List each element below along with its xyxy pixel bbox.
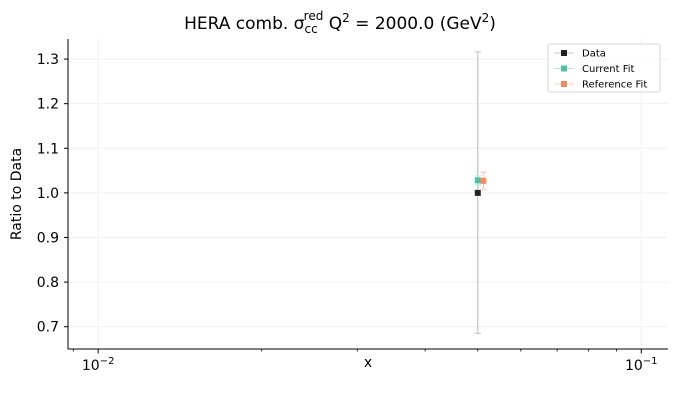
title-superscript: red [304, 9, 324, 23]
current-fit-point [474, 177, 481, 184]
data-point [474, 189, 481, 196]
legend: Data Current Fit Reference Fit [547, 43, 661, 93]
x-axis-label: x [364, 355, 372, 371]
legend-label-reference-fit: Reference Fit [582, 80, 647, 91]
y-tick-label: 0.8 [37, 275, 59, 291]
reference-fit-point [480, 177, 487, 184]
y-tick-label: 0.9 [37, 230, 59, 246]
legend-label-current-fit: Current Fit [582, 64, 635, 75]
legend-marker-reference-fit [561, 81, 567, 87]
legend-marker-current-fit [561, 65, 567, 72]
marks [474, 51, 487, 335]
x-tick-label: 10−2 [82, 356, 115, 374]
y-tick-label: 1.1 [37, 141, 59, 157]
y-tick-label: 1.3 [37, 52, 59, 68]
ticks: 0.7 0.8 0.9 1.0 1.1 1.2 1.3 10−2 10−1 [37, 52, 658, 374]
x-tick-label: 10−1 [625, 356, 658, 374]
y-tick-label: 0.7 [37, 320, 59, 336]
y-tick-label: 1.2 [37, 97, 59, 113]
legend-box [547, 43, 661, 93]
chart-title: HERA comb. σccred Q2 = 2000.0 (GeV2) [184, 9, 496, 36]
legend-label-data: Data [582, 49, 606, 60]
grid [68, 39, 668, 349]
title-subscript: cc [304, 22, 317, 36]
legend-marker-data [561, 50, 567, 56]
y-tick-label: 1.0 [37, 186, 59, 202]
axes [67, 39, 668, 350]
y-axis-label: Ratio to Data [9, 148, 25, 240]
